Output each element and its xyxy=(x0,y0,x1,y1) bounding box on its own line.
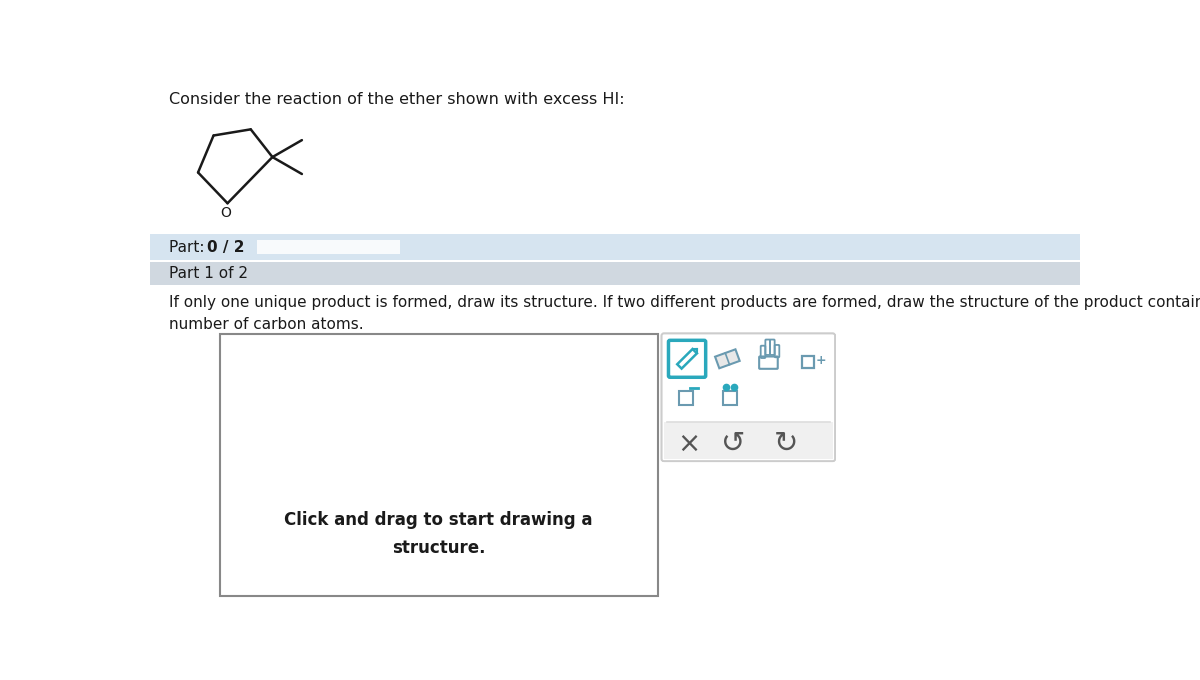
Text: ×: × xyxy=(677,430,701,458)
Text: ↺: ↺ xyxy=(721,430,745,458)
Bar xyxy=(150,234,1080,260)
FancyBboxPatch shape xyxy=(661,333,835,461)
Text: If only one unique product is formed, draw its structure. If two different produ: If only one unique product is formed, dr… xyxy=(169,295,1200,332)
Bar xyxy=(802,356,814,368)
FancyBboxPatch shape xyxy=(668,340,706,377)
Bar xyxy=(722,391,737,405)
Bar xyxy=(220,334,658,596)
Text: Click and drag to start drawing a
structure.: Click and drag to start drawing a struct… xyxy=(284,511,593,558)
Bar xyxy=(150,262,1080,285)
Polygon shape xyxy=(715,350,739,369)
Text: 0 / 2: 0 / 2 xyxy=(206,239,244,254)
Text: O: O xyxy=(221,205,232,220)
Text: Consider the reaction of the ether shown with excess HI:: Consider the reaction of the ether shown… xyxy=(169,92,625,107)
Text: Part:: Part: xyxy=(169,239,210,254)
Text: +: + xyxy=(816,354,827,367)
Bar xyxy=(257,240,401,254)
Bar xyxy=(679,391,694,405)
Text: ↻: ↻ xyxy=(774,430,798,458)
Bar xyxy=(664,422,833,459)
Text: Part 1 of 2: Part 1 of 2 xyxy=(169,266,248,281)
